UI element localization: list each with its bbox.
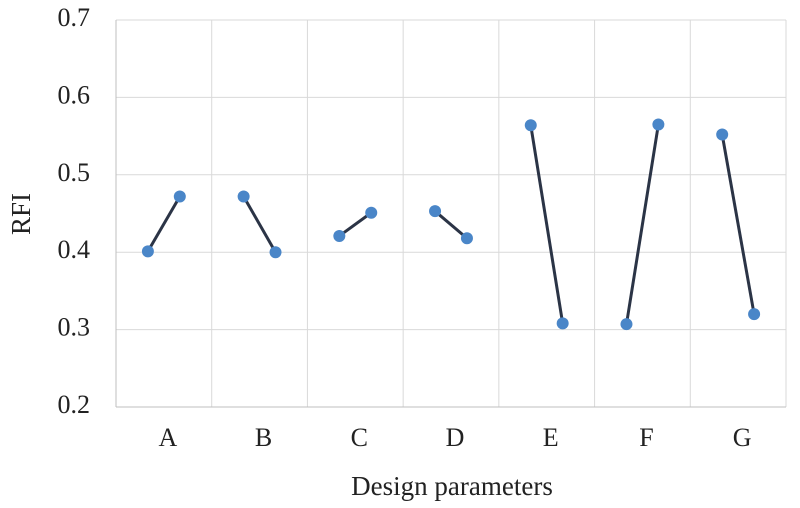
point <box>716 128 729 141</box>
effect-line <box>529 125 565 324</box>
point <box>141 245 154 258</box>
y-tick-label: 0.4 <box>58 235 91 264</box>
point <box>460 232 473 245</box>
x-tick-label: A <box>158 423 177 452</box>
effect-line <box>624 124 660 325</box>
effect-line <box>242 195 277 253</box>
point <box>556 317 569 330</box>
x-tick-label: E <box>543 423 559 452</box>
x-tick-label: B <box>255 423 272 452</box>
point <box>652 118 665 131</box>
point <box>748 308 761 321</box>
x-tick-label: F <box>639 423 653 452</box>
y-tick-label: 0.6 <box>58 80 91 109</box>
point <box>524 119 537 132</box>
x-axis-label: Design parameters <box>351 471 553 501</box>
effect-line <box>146 195 182 253</box>
y-axis-label: RFI <box>6 193 36 235</box>
point <box>429 205 442 218</box>
point <box>365 206 378 219</box>
point <box>269 246 282 259</box>
x-tick-label: G <box>733 423 752 452</box>
effect-line <box>338 211 373 238</box>
y-tick-label: 0.7 <box>58 3 91 32</box>
effect-line <box>720 134 756 315</box>
x-tick-label: C <box>351 423 368 452</box>
y-tick-label: 0.2 <box>58 390 91 419</box>
point <box>333 229 346 242</box>
point <box>173 190 186 203</box>
effect-line <box>434 210 468 240</box>
point <box>620 318 633 331</box>
y-tick-label: 0.5 <box>58 158 91 187</box>
point <box>237 190 250 203</box>
x-tick-label: D <box>446 423 465 452</box>
y-tick-label: 0.3 <box>58 313 91 342</box>
